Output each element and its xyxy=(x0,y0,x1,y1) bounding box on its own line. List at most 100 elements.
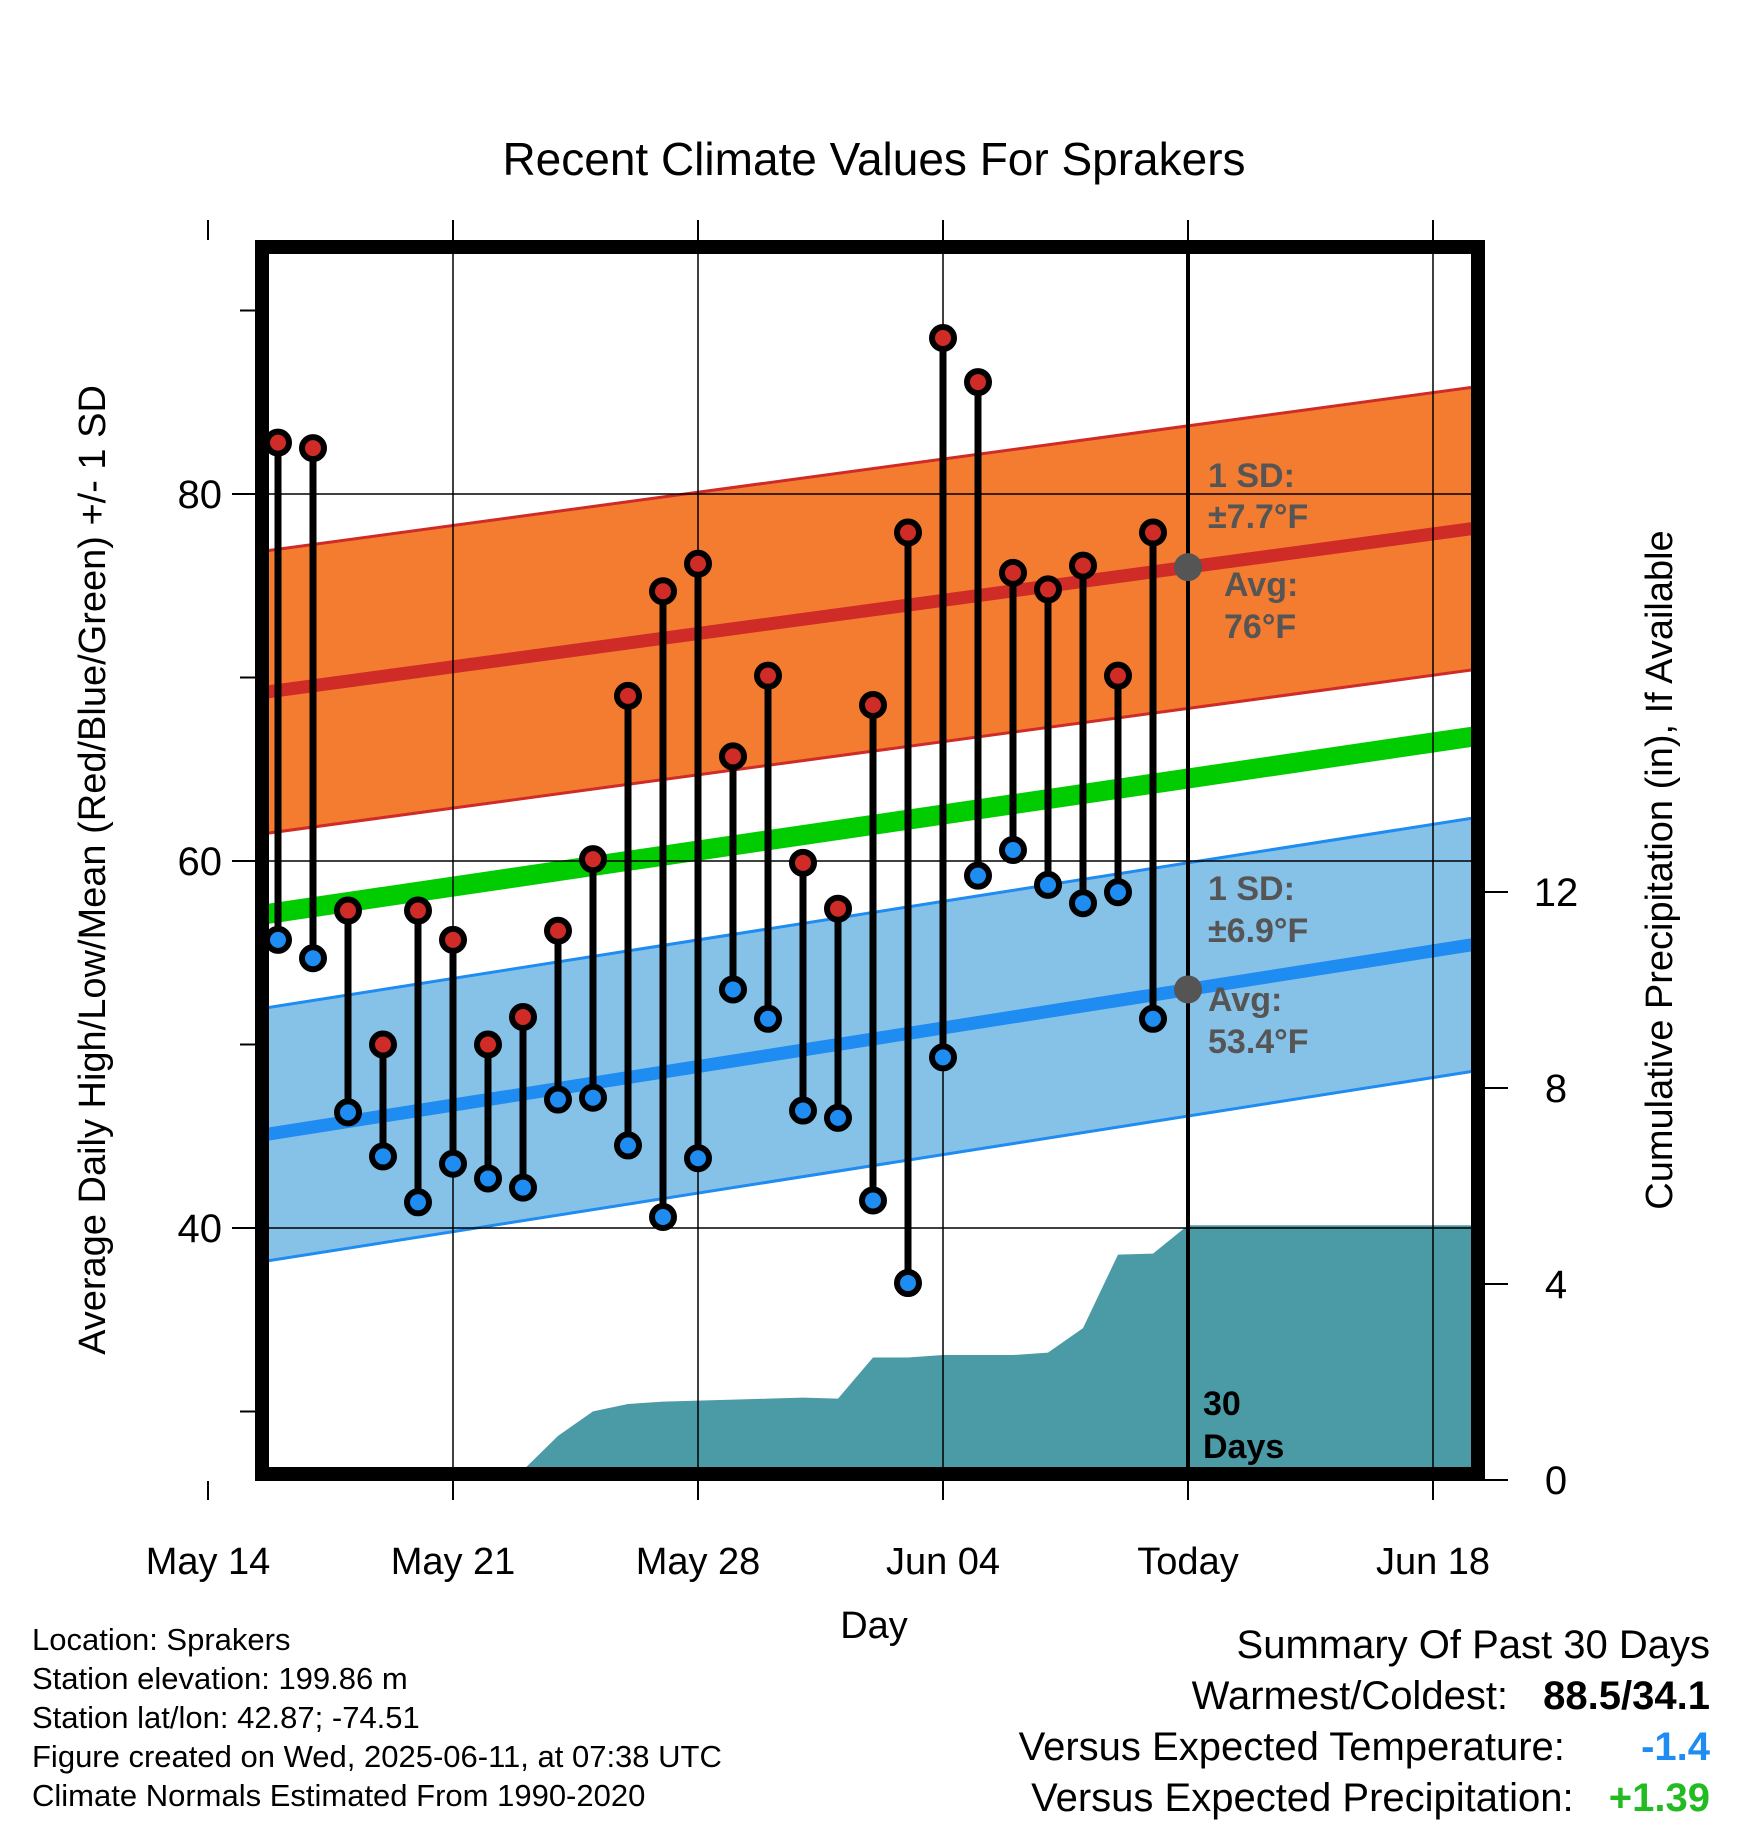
daily-high-point xyxy=(1139,518,1167,547)
daily-high-point xyxy=(544,916,572,945)
daily-low-point xyxy=(232,898,254,920)
daily-high-point xyxy=(264,428,292,457)
plot-inner xyxy=(127,247,1478,1474)
warm-cold-row: Warmest/Coldest: 88.5/34.1 xyxy=(1019,1671,1710,1722)
location-text: Location: Sprakers xyxy=(32,1622,291,1657)
summary-title: Summary Of Past 30 Days xyxy=(1236,1623,1710,1667)
daily-high-point xyxy=(1034,575,1062,604)
y-left-tick-label: 80 xyxy=(178,473,223,517)
daily-high-point xyxy=(1069,551,1097,580)
daily-low-point xyxy=(579,1083,607,1112)
days-label-number: 30 xyxy=(1203,1385,1241,1423)
daily-high-point xyxy=(789,848,817,877)
low-avg-label: Avg: xyxy=(1208,981,1282,1019)
summary-panel: Summary Of Past 30 Days Warmest/Coldest:… xyxy=(1019,1620,1710,1824)
daily-low-point xyxy=(824,1103,852,1132)
y-right-tick-label: 0 xyxy=(1545,1459,1567,1503)
daily-high-point xyxy=(404,896,432,925)
daily-low-point xyxy=(649,1202,677,1231)
daily-high-point xyxy=(894,518,922,547)
daily-low-point xyxy=(999,835,1027,864)
temp-value: -1.4 xyxy=(1641,1725,1710,1769)
normals-text: Climate Normals Estimated From 1990-2020 xyxy=(32,1778,646,1813)
days-label-word: Days xyxy=(1203,1428,1284,1466)
daily-low-point xyxy=(1139,1004,1167,1033)
daily-high-point xyxy=(474,1030,502,1059)
chart-title: Recent Climate Values For Sprakers xyxy=(502,133,1245,185)
daily-high-point xyxy=(162,523,184,545)
created-text: Figure created on Wed, 2025-06-11, at 07… xyxy=(32,1739,722,1774)
daily-low-point xyxy=(964,861,992,890)
daily-high-point xyxy=(649,577,677,606)
x-tick-label: Today xyxy=(1137,1541,1238,1583)
high-avg-label: Avg: xyxy=(1224,566,1298,604)
low-avg-value: 53.4°F xyxy=(1208,1023,1309,1061)
daily-low-point xyxy=(127,1325,149,1347)
high-sd-value: ±7.7°F xyxy=(1208,498,1308,536)
daily-high-point xyxy=(439,925,467,954)
elevation-text: Station elevation: 199.86 m xyxy=(32,1661,408,1696)
daily-low-point xyxy=(369,1142,397,1171)
daily-high-point xyxy=(334,896,362,925)
high-sd-label: 1 SD: xyxy=(1208,457,1295,495)
normal-high-today-marker xyxy=(1174,553,1202,582)
y-right-tick-label: 4 xyxy=(1545,1263,1567,1307)
daily-high-point xyxy=(127,481,149,503)
daily-high-point xyxy=(754,661,782,690)
daily-high-point xyxy=(859,691,887,720)
x-tick-label: May 14 xyxy=(146,1541,271,1583)
y-left-tick-label: 60 xyxy=(178,840,223,884)
daily-low-point xyxy=(754,1004,782,1033)
low-sd-label: 1 SD: xyxy=(1208,870,1295,908)
daily-low-point xyxy=(509,1173,537,1202)
daily-low-point xyxy=(614,1131,642,1160)
daily-low-point xyxy=(299,944,327,973)
normal-low-today-marker xyxy=(1174,975,1202,1004)
temp-row: Versus Expected Temperature: -1.4 xyxy=(1019,1722,1710,1773)
daily-low-point xyxy=(404,1188,432,1217)
daily-low-point xyxy=(264,925,292,954)
x-tick-label: May 21 xyxy=(391,1541,516,1583)
x-tick-label: Jun 18 xyxy=(1376,1541,1490,1583)
daily-high-point xyxy=(579,845,607,874)
daily-low-point xyxy=(439,1149,467,1178)
daily-low-point xyxy=(544,1085,572,1114)
warm-cold-label: Warmest/Coldest: xyxy=(1191,1674,1509,1718)
station-info: Location: Sprakers Station elevation: 19… xyxy=(32,1620,722,1815)
daily-low-point xyxy=(1069,889,1097,918)
high-avg-value: 76°F xyxy=(1224,608,1296,646)
daily-low-point xyxy=(1104,878,1132,907)
precip-area xyxy=(509,1225,1478,1474)
x-tick-label: May 28 xyxy=(636,1541,761,1583)
daily-high-point xyxy=(614,681,642,710)
precip-label: Versus Expected Precipitation: xyxy=(1031,1776,1574,1820)
daily-low-point xyxy=(334,1098,362,1127)
precip-value: +1.39 xyxy=(1608,1776,1710,1820)
y-left-tick-label: 40 xyxy=(178,1207,223,1251)
daily-low-point xyxy=(162,1034,184,1056)
daily-low-point xyxy=(719,975,747,1004)
daily-high-point xyxy=(964,368,992,397)
daily-high-point xyxy=(824,894,852,923)
daily-low-point xyxy=(894,1269,922,1298)
daily-high-point xyxy=(719,742,747,771)
daily-high-point xyxy=(509,1002,537,1031)
daily-high-point xyxy=(1104,661,1132,690)
low-sd-value: ±6.9°F xyxy=(1208,912,1308,950)
x-tick-label: Jun 04 xyxy=(886,1541,1000,1583)
daily-low-point xyxy=(684,1144,712,1173)
daily-low-point xyxy=(789,1096,817,1125)
daily-high-point xyxy=(369,1030,397,1059)
normal-high-line xyxy=(262,521,1478,700)
precip-row: Versus Expected Precipitation: +1.39 xyxy=(1019,1773,1710,1824)
y-right-tick-label: 12 xyxy=(1534,871,1579,915)
y-right-tick-label: 8 xyxy=(1545,1067,1567,1111)
daily-high-point xyxy=(929,324,957,353)
y-axis-right-label: Cumulative Precipitation (in), If Availa… xyxy=(1639,530,1681,1209)
plot-frame xyxy=(255,240,1485,1481)
latlon-text: Station lat/lon: 42.87; -74.51 xyxy=(32,1700,420,1735)
daily-high-point xyxy=(232,529,254,551)
daily-low-point xyxy=(1034,870,1062,899)
